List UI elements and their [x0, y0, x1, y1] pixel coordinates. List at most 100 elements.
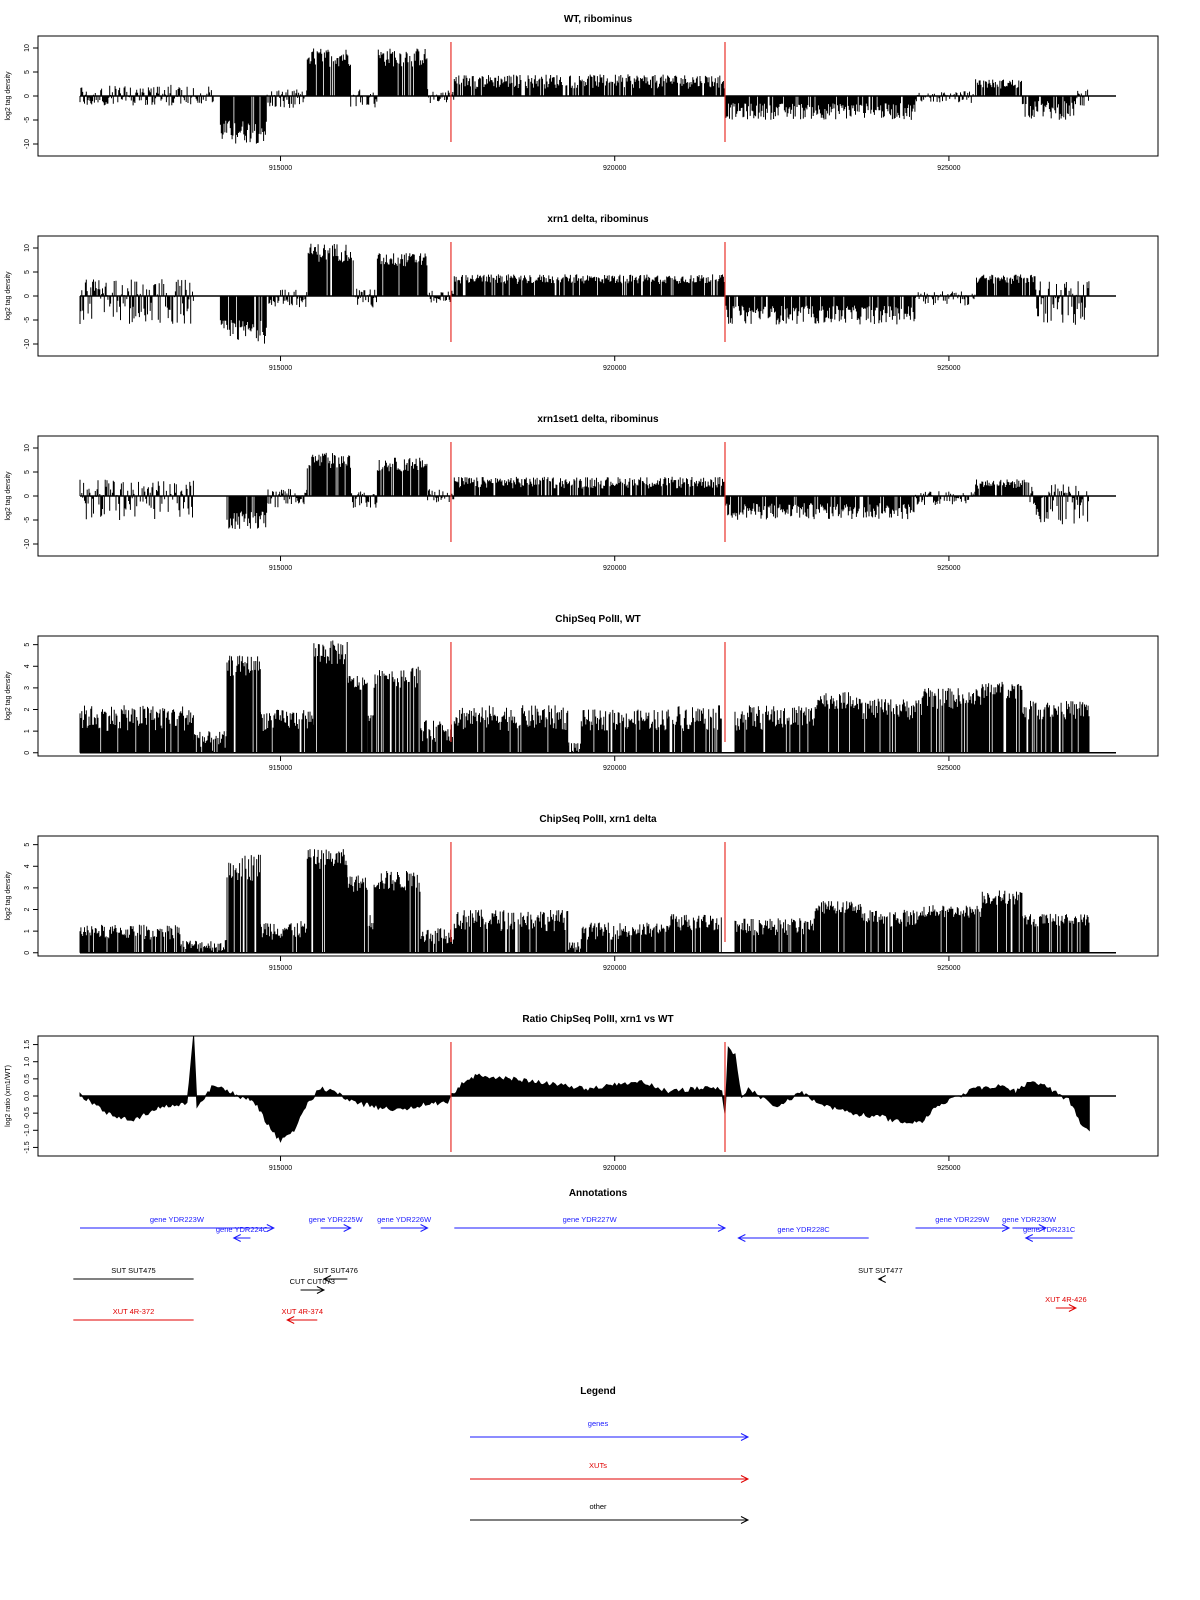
track-panel-5: ChipSeq PolII, xrn1 delta log2 tag densit… — [5, 814, 1159, 972]
annotation-feature: gene YDR228C — [737, 1225, 869, 1242]
legend-arrowhead — [740, 1433, 750, 1441]
y-tick-label: 3 — [24, 686, 31, 690]
feature-arrowhead — [1038, 1224, 1047, 1232]
annotation-feature: gene YDR224C — [216, 1225, 269, 1242]
x-tick-label: 925000 — [937, 1165, 960, 1172]
panel-title: xrn1 delta, ribominus — [547, 214, 649, 225]
legend-item: genes — [470, 1419, 750, 1441]
legend-label: XUTs — [589, 1461, 607, 1470]
data-series — [79, 452, 1116, 529]
feature-label: gene YDR226W — [377, 1215, 432, 1224]
y-tick-label: 10 — [24, 244, 31, 252]
x-tick-label: 925000 — [937, 565, 960, 572]
feature-arrowhead — [877, 1275, 886, 1283]
y-axis-label: log2 tag density — [5, 671, 12, 721]
legend-title: Legend — [580, 1386, 616, 1397]
feature-arrowhead — [286, 1316, 295, 1324]
feature-arrowhead — [1024, 1234, 1033, 1242]
feature-label: gene YDR231C — [1023, 1225, 1076, 1234]
y-axis-label: log2 tag density — [5, 471, 12, 521]
track-panel-6: Ratio ChipSeq PolII, xrn1 vs WT log2 rati… — [5, 1014, 1159, 1172]
y-tick-label: -10 — [24, 139, 31, 149]
legend-item: XUTs — [470, 1461, 750, 1483]
feature-arrowhead — [322, 1275, 332, 1283]
feature-arrowhead — [343, 1224, 352, 1232]
x-tick-label: 925000 — [937, 165, 960, 172]
x-tick-label: 915000 — [269, 765, 292, 772]
y-tick-label: 4 — [24, 664, 31, 668]
area-series — [79, 1035, 1090, 1143]
y-axis-label: log2 tag density — [5, 871, 12, 921]
legend-label: genes — [588, 1419, 609, 1428]
feature-arrowhead — [266, 1224, 275, 1232]
y-tick-label: 4 — [24, 864, 31, 868]
y-tick-label: 0 — [24, 494, 31, 498]
y-tick-label: -5 — [24, 517, 31, 523]
feature-label: SUT SUT475 — [111, 1266, 155, 1275]
feature-label: SUT SUT476 — [313, 1266, 357, 1275]
annotation-feature: gene YDR223W — [80, 1215, 275, 1232]
data-series — [79, 640, 1116, 754]
x-tick-label: 920000 — [603, 365, 626, 372]
track-panel-1: WT, ribominus log2 tag density 10 5 0 -5 -10 91… — [5, 14, 1159, 172]
annotation-feature: gene YDR231C — [1023, 1225, 1076, 1242]
annotations-title: Annotations — [569, 1188, 628, 1199]
y-axis-label: log2 ratio (xrn1/WT) — [5, 1065, 12, 1127]
annotation-feature: gene YDR229W — [915, 1215, 1011, 1232]
y-tick-label: 0 — [24, 951, 31, 955]
track-panel-3: xrn1set1 delta, ribominus log2 tag densit… — [5, 414, 1159, 572]
x-tick-label: 920000 — [603, 765, 626, 772]
y-tick-label: 1 — [24, 929, 31, 933]
track-panel-4: ChipSeq PolII, WT log2 tag density 0 1 2 3 4 5 9… — [5, 614, 1159, 772]
feature-arrowhead — [737, 1234, 746, 1242]
feature-label: gene YDR227W — [563, 1215, 618, 1224]
data-series — [79, 243, 1116, 344]
legend-item: other — [470, 1502, 750, 1524]
feature-arrowhead — [232, 1234, 241, 1242]
x-tick-label: 920000 — [603, 165, 626, 172]
y-axis-label: log2 tag density — [5, 71, 12, 121]
y-tick-label: 0.5 — [24, 1074, 31, 1084]
x-tick-label: 925000 — [937, 765, 960, 772]
annotation-feature: XUT 4R-426 — [1045, 1295, 1087, 1312]
annotation-feature: XUT 4R-374 — [281, 1307, 323, 1324]
feature-label: XUT 4R-372 — [113, 1307, 155, 1316]
panel-title: xrn1set1 delta, ribominus — [537, 414, 659, 425]
y-tick-label: -5 — [24, 317, 31, 323]
y-tick-label: 10 — [24, 44, 31, 52]
panel-title: Ratio ChipSeq PolII, xrn1 vs WT — [522, 1014, 673, 1025]
y-tick-label: -1.0 — [24, 1124, 31, 1136]
y-tick-label: 0 — [24, 294, 31, 298]
feature-arrowhead — [420, 1224, 429, 1232]
bar-marks — [79, 452, 1089, 529]
y-tick-label: 5 — [24, 70, 31, 74]
x-tick-label: 915000 — [269, 1165, 292, 1172]
data-series — [79, 1035, 1116, 1143]
y-axis-label: log2 tag density — [5, 271, 12, 321]
y-tick-label: -10 — [24, 339, 31, 349]
annotation-feature: gene YDR226W — [377, 1215, 432, 1232]
feature-label: gene YDR228C — [777, 1225, 830, 1234]
y-tick-label: 0 — [24, 94, 31, 98]
y-tick-label: 5 — [24, 843, 31, 847]
x-tick-label: 915000 — [269, 365, 292, 372]
x-tick-label: 925000 — [937, 965, 960, 972]
plot-frame — [37, 635, 1159, 757]
annotation-feature: gene YDR225W — [309, 1215, 364, 1232]
y-tick-label: 0.0 — [24, 1091, 31, 1101]
x-tick-label: 920000 — [603, 565, 626, 572]
feature-label: CUT CUT073 — [290, 1277, 335, 1286]
x-tick-label: 915000 — [269, 965, 292, 972]
feature-label: gene YDR224C — [216, 1225, 269, 1234]
y-tick-label: -0.5 — [24, 1107, 31, 1119]
annotation-feature: XUT 4R-372 — [73, 1307, 194, 1321]
feature-label: XUT 4R-374 — [281, 1307, 323, 1316]
feature-arrowhead — [717, 1224, 727, 1232]
legend-arrowhead — [740, 1475, 750, 1483]
feature-arrowhead — [1068, 1304, 1078, 1312]
track-panel-2: xrn1 delta, ribominus log2 tag density 10 5… — [5, 214, 1159, 372]
annotation-feature: SUT SUT476 — [313, 1266, 358, 1283]
